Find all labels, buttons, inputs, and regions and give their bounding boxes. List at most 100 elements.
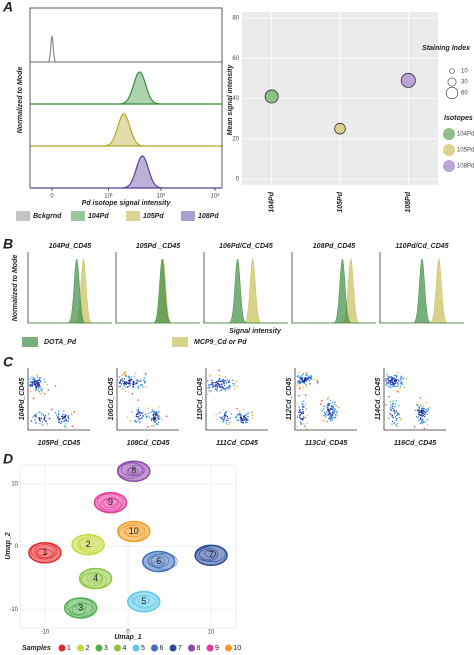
x-axis-label: 105Pd_CD45 xyxy=(38,440,81,447)
event-dot xyxy=(129,378,131,380)
event-dot xyxy=(305,383,307,386)
event-dot xyxy=(137,413,139,416)
event-dot xyxy=(222,388,225,390)
event-dot xyxy=(393,422,395,424)
event-dot xyxy=(136,409,138,411)
cluster-texture xyxy=(106,497,119,506)
event-dot xyxy=(36,382,38,384)
event-dot xyxy=(127,385,130,388)
event-dot xyxy=(300,377,302,380)
cluster-label: 5 xyxy=(141,596,146,606)
event-dot xyxy=(385,404,387,406)
cluster-label: 9 xyxy=(108,497,113,507)
event-dot xyxy=(215,381,218,383)
event-dot xyxy=(302,377,304,379)
event-dot xyxy=(49,418,51,420)
event-dot xyxy=(145,416,147,419)
panel-title: 110Pd/Cd_CD45 xyxy=(395,243,448,250)
event-dot xyxy=(33,414,36,417)
x-tick-label: 10³ xyxy=(211,194,220,200)
cluster-texture xyxy=(116,461,144,479)
event-dot xyxy=(393,409,395,411)
legend-swatch xyxy=(71,211,85,221)
event-dot xyxy=(244,418,246,421)
event-dot xyxy=(236,385,238,388)
event-dot xyxy=(153,411,155,413)
event-dot xyxy=(334,408,337,411)
legend-swatch xyxy=(181,211,195,221)
cluster-texture xyxy=(102,497,120,508)
event-dot xyxy=(236,419,238,422)
event-dot xyxy=(153,419,156,421)
event-dot xyxy=(299,380,301,382)
cluster-texture xyxy=(128,465,145,476)
y-axis-label: Normalized to Mode xyxy=(12,255,19,322)
event-dot xyxy=(417,409,419,411)
legend-label: 108Pd xyxy=(198,213,219,220)
event-dot xyxy=(317,382,319,384)
cluster-texture xyxy=(147,553,170,568)
event-dot xyxy=(35,388,37,390)
cluster-label: 2 xyxy=(86,539,91,549)
event-dot xyxy=(333,410,335,412)
density-curve xyxy=(29,258,112,324)
event-dot xyxy=(223,408,225,411)
event-dot xyxy=(307,378,309,381)
event-dot xyxy=(387,375,389,378)
event-dot xyxy=(144,380,146,382)
event-dot xyxy=(334,402,337,404)
event-dot xyxy=(158,418,160,420)
density-curve xyxy=(293,258,376,324)
event-dot xyxy=(218,385,221,387)
panel-label: A xyxy=(2,0,13,15)
event-dot xyxy=(129,379,131,382)
event-dot xyxy=(157,423,159,426)
event-dot xyxy=(119,385,122,387)
x-axis-label: 113Cd_CD45 xyxy=(305,440,347,447)
event-dot xyxy=(396,425,398,427)
event-dot xyxy=(217,380,219,383)
cluster-label: 8 xyxy=(131,466,136,476)
event-dot xyxy=(220,417,222,419)
event-dot xyxy=(118,381,120,384)
event-dot xyxy=(333,416,336,419)
event-dot xyxy=(133,386,135,388)
event-dot xyxy=(143,381,145,383)
event-dot xyxy=(421,420,423,422)
event-dot xyxy=(393,383,396,386)
event-dot xyxy=(31,384,33,387)
event-dot xyxy=(330,419,332,422)
event-dot xyxy=(247,415,249,418)
legend-label: 105Pd xyxy=(143,213,164,220)
axis xyxy=(383,368,446,431)
event-dot xyxy=(30,385,32,387)
event-dot xyxy=(219,386,221,388)
event-dot xyxy=(137,412,140,414)
x-tick-label: 108Pd xyxy=(405,191,412,212)
event-dot xyxy=(297,380,299,382)
event-dot xyxy=(391,386,393,388)
event-dot xyxy=(392,385,395,387)
event-dot xyxy=(304,380,306,382)
event-dot xyxy=(227,386,229,388)
event-dot xyxy=(34,415,36,417)
event-dot xyxy=(418,406,420,408)
event-dot xyxy=(153,413,155,415)
event-dot xyxy=(420,410,422,412)
cluster-texture xyxy=(118,524,146,542)
event-dot xyxy=(336,410,338,412)
event-dot xyxy=(423,408,425,410)
event-dot xyxy=(219,411,221,414)
cluster-label: 4 xyxy=(93,573,98,583)
legend-swatch xyxy=(77,644,84,652)
event-dot xyxy=(422,408,424,410)
event-dot xyxy=(305,380,307,382)
event-dot xyxy=(310,376,313,378)
event-dot xyxy=(34,422,37,424)
event-dot xyxy=(213,385,215,387)
legend-label: 10 xyxy=(234,645,242,652)
event-dot xyxy=(421,422,423,424)
event-dot xyxy=(392,378,394,380)
event-dot xyxy=(124,386,126,389)
event-dot xyxy=(128,376,130,378)
